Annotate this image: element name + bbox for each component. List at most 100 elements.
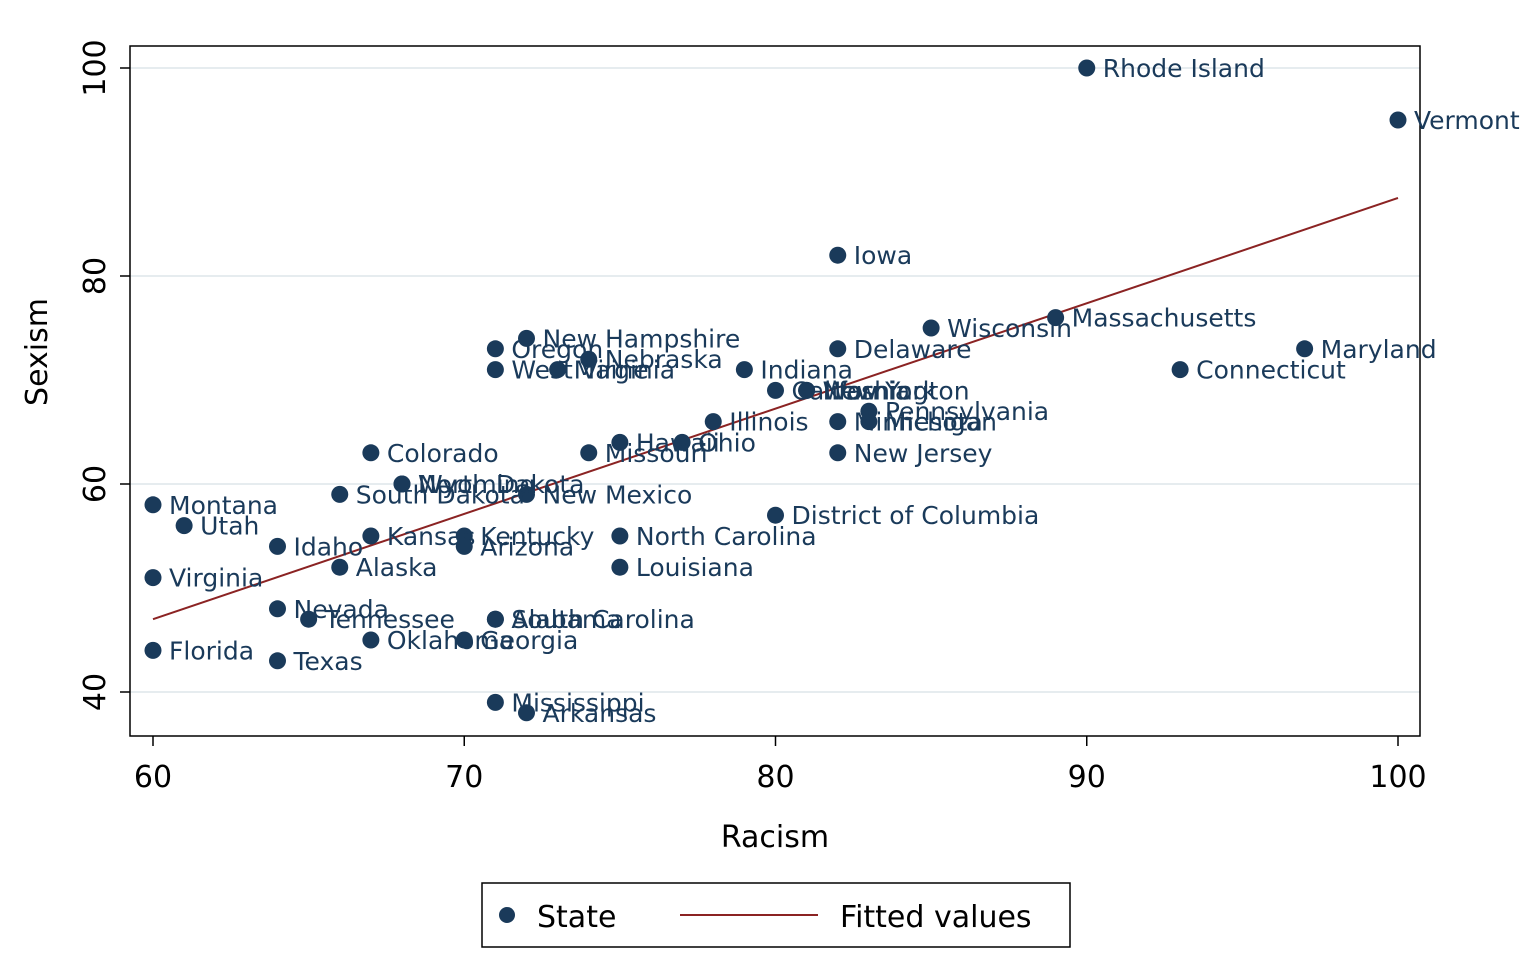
- x-tick-label-70: 70: [445, 760, 483, 795]
- point-label-kentucky: Kentucky: [480, 522, 594, 551]
- y-axis-title: Sexism: [20, 298, 55, 406]
- point-utah: [175, 517, 193, 535]
- point-south-carolina: [486, 610, 504, 628]
- point-rhode-island: [1078, 59, 1096, 77]
- point-georgia: [455, 631, 473, 649]
- point-label-district-of-columbia: District of Columbia: [792, 501, 1040, 530]
- point-label-kansas: Kansas: [387, 522, 476, 551]
- legend-marker-state: [499, 907, 515, 923]
- point-label-west-virginia: West Virginia: [511, 356, 675, 385]
- x-axis: 60 70 80 90 100: [134, 736, 1427, 795]
- point-label-utah: Utah: [200, 512, 259, 541]
- point-virginia: [144, 569, 162, 587]
- x-tick-label-60: 60: [134, 760, 172, 795]
- point-missouri: [580, 444, 598, 462]
- point-label-indiana: Indiana: [760, 356, 853, 385]
- y-axis: 40 60 80 100: [78, 39, 130, 711]
- point-minnesota: [829, 413, 847, 431]
- point-idaho: [269, 537, 286, 555]
- point-label-nebraska: Nebraska: [605, 345, 723, 374]
- point-label-hawaii: Hawaii: [636, 428, 720, 457]
- point-california: [767, 381, 784, 399]
- point-alaska: [331, 558, 349, 576]
- y-tick-label-40: 40: [78, 673, 113, 711]
- point-indiana: [735, 361, 753, 379]
- point-nebraska: [580, 350, 598, 368]
- point-label-virginia: Virginia: [169, 564, 263, 593]
- point-label-missouri: Missouri: [605, 439, 708, 468]
- point-label-wyoming: Wyoming: [418, 470, 535, 499]
- point-district-of-columbia: [767, 506, 784, 524]
- point-label-washington: Washington: [823, 376, 970, 405]
- point-label-alaska: Alaska: [356, 553, 438, 582]
- point-label-north-carolina: North Carolina: [636, 522, 817, 551]
- point-label-rhode-island: Rhode Island: [1103, 54, 1265, 83]
- point-florida: [144, 641, 162, 659]
- y-tick-label-60: 60: [78, 465, 113, 503]
- point-label-new-york: New York: [823, 376, 938, 405]
- point-label-south-dakota: South Dakota: [356, 480, 525, 509]
- point-hawaii: [611, 433, 629, 451]
- point-wisconsin: [922, 319, 940, 337]
- point-label-maryland: Maryland: [1321, 335, 1437, 364]
- point-label-texas: Texas: [293, 647, 363, 676]
- point-oregon: [486, 340, 504, 358]
- legend-label-state: State: [537, 900, 616, 935]
- point-label-massachusetts: Massachusetts: [1072, 304, 1257, 333]
- point-label-arizona: Arizona: [480, 532, 574, 561]
- point-label-michigan: Michigan: [885, 408, 997, 437]
- point-label-ohio: Ohio: [698, 428, 756, 457]
- point-labels: Rhode Island Vermont Iowa MassachusettsWisc…: [169, 54, 1520, 728]
- point-mississippi: [486, 693, 504, 711]
- x-tick-label-90: 90: [1068, 760, 1106, 795]
- point-north-carolina: [611, 527, 629, 545]
- point-ohio: [673, 433, 691, 451]
- point-kansas: [362, 527, 380, 545]
- point-label-pennsylvania: Pennsylvania: [885, 397, 1049, 426]
- y-tick-label-80: 80: [78, 257, 113, 295]
- point-label-georgia: Georgia: [480, 626, 578, 655]
- x-tick-label-80: 80: [756, 760, 794, 795]
- point-label-vermont: Vermont: [1414, 106, 1520, 135]
- point-arkansas: [518, 704, 535, 722]
- legend-label-fit: Fitted values: [840, 900, 1032, 935]
- point-label-california: California: [792, 376, 911, 405]
- point-label-new-mexico: New Mexico: [543, 480, 693, 509]
- point-label-minnesota: Minnesota: [854, 408, 983, 437]
- x-tick-label-100: 100: [1369, 760, 1426, 795]
- point-tennessee: [300, 610, 318, 628]
- point-new-mexico: [518, 485, 535, 503]
- point-south-dakota: [331, 485, 349, 503]
- data-points: [144, 59, 1407, 722]
- point-label-wisconsin: Wisconsin: [947, 314, 1072, 343]
- y-tick-label-100: 100: [78, 39, 113, 96]
- point-label-illinois: Illinois: [729, 408, 808, 437]
- point-label-tennessee: Tennessee: [324, 605, 455, 634]
- point-label-alabama: Alabama: [511, 605, 621, 634]
- point-label-iowa: Iowa: [854, 241, 912, 270]
- point-massachusetts: [1047, 309, 1065, 327]
- point-new-jersey: [829, 444, 847, 462]
- point-illinois: [704, 413, 722, 431]
- point-label-louisiana: Louisiana: [636, 553, 754, 582]
- point-montana: [144, 496, 162, 514]
- point-nevada: [269, 600, 286, 618]
- point-label-montana: Montana: [169, 491, 278, 520]
- point-vermont: [1389, 111, 1407, 129]
- point-oklahoma: [362, 631, 380, 649]
- point-label-delaware: Delaware: [854, 335, 972, 364]
- point-wyoming: [393, 475, 411, 493]
- point-label-oklahoma: Oklahoma: [387, 626, 514, 655]
- x-axis-title: Racism: [721, 820, 829, 855]
- point-delaware: [829, 340, 847, 358]
- point-colorado: [362, 444, 380, 462]
- fitted-line: [152, 197, 1399, 621]
- point-new-york: [798, 381, 816, 399]
- point-label-north-dakota: North Dakota: [418, 470, 584, 499]
- point-texas: [269, 652, 286, 670]
- point-label-oregon: Oregon: [511, 335, 603, 364]
- point-louisiana: [611, 558, 629, 576]
- point-label-new-jersey: New Jersey: [854, 439, 993, 468]
- point-connecticut: [1171, 361, 1189, 379]
